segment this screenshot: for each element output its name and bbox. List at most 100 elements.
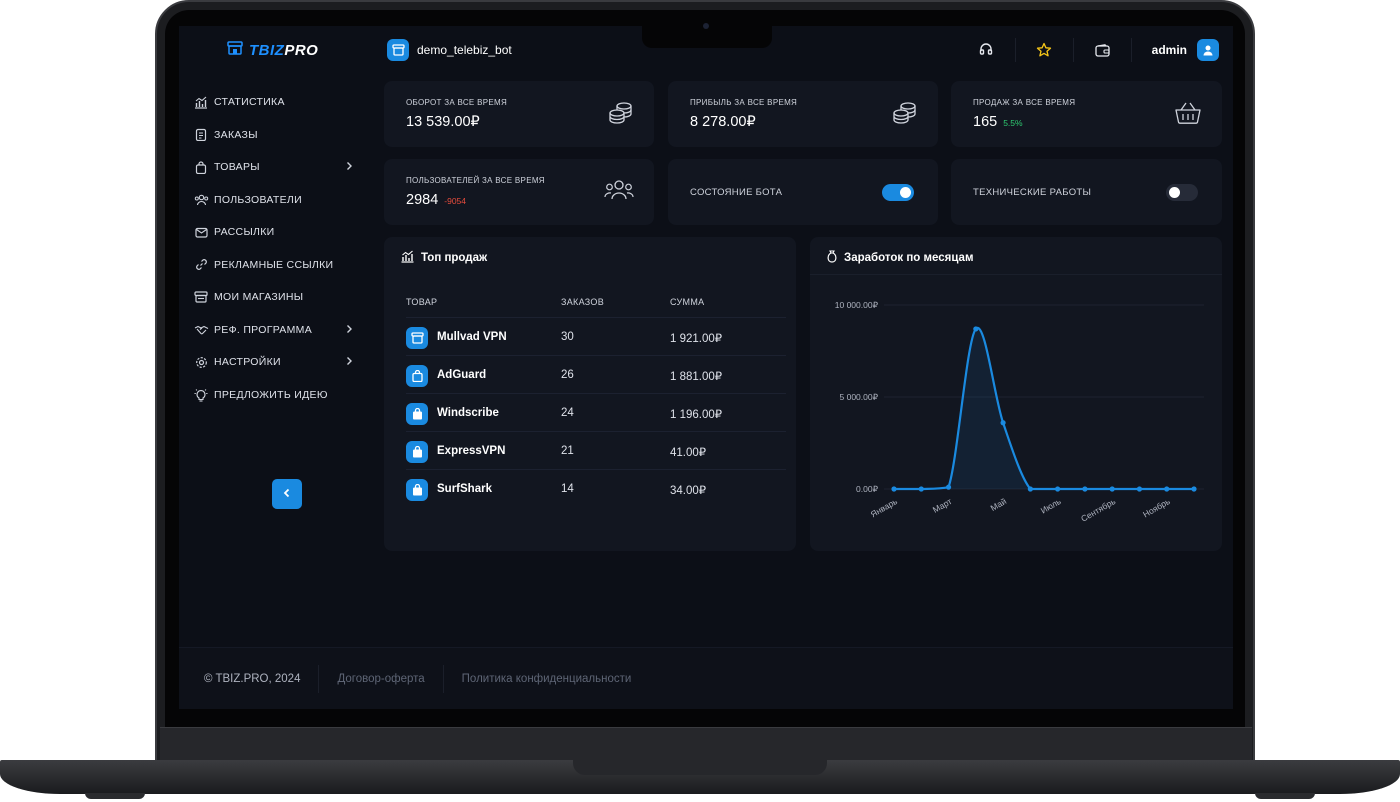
- stat-card-profit: ПРИБЫЛЬ ЗА ВСЕ ВРЕМЯ 8 278.00₽: [668, 81, 938, 147]
- stat-delta: -9054: [444, 196, 467, 206]
- header-actions: admin: [958, 38, 1219, 62]
- bot-name: demo_telebiz_bot: [417, 43, 512, 57]
- sidebar-item-ad-links[interactable]: РЕКЛАМНЫЕ ССЫЛКИ: [193, 249, 353, 282]
- sidebar-item-suggest-idea[interactable]: ПРЕДЛОЖИТЬ ИДЕЮ: [193, 379, 353, 412]
- series-area: [894, 327, 1194, 489]
- app-screen: TBIZPRO demo_telebiz_bot admin СТАТИСТИК…: [179, 26, 1233, 709]
- logo-text-primary: TBIZ: [249, 42, 285, 59]
- sidebar-item-my-stores[interactable]: МОИ МАГАЗИНЫ: [193, 281, 353, 314]
- data-point: [1082, 486, 1088, 492]
- store-icon: [193, 289, 209, 305]
- data-point: [1055, 486, 1061, 492]
- table-row[interactable]: Mullvad VPN 30 1 921.00₽: [406, 318, 786, 356]
- camera-icon: [703, 23, 709, 29]
- series-line: [894, 326, 1194, 491]
- bag-icon: [193, 159, 209, 175]
- collapse-sidebar-button[interactable]: [272, 479, 302, 509]
- sidebar-item-statistics[interactable]: СТАТИСТИКА: [193, 86, 353, 119]
- maintenance-toggle[interactable]: [1166, 184, 1198, 201]
- handshake-icon: [193, 322, 209, 338]
- data-point: [918, 486, 924, 492]
- users-icon: [193, 192, 209, 208]
- panel-title-text: Топ продаж: [421, 252, 488, 264]
- stat-value: 165: [973, 114, 998, 130]
- product-orders: 21: [561, 445, 574, 457]
- basket-icon: [1174, 101, 1202, 130]
- sidebar-item-referral[interactable]: РЕФ. ПРОГРАММА: [193, 314, 353, 347]
- laptop-foot: [1255, 793, 1315, 799]
- offer-link[interactable]: Договор-оферта: [319, 664, 444, 693]
- bag-icon: [406, 365, 428, 387]
- sidebar-item-products[interactable]: ТОВАРЫ: [193, 151, 353, 184]
- sidebar-item-label: НАСТРОЙКИ: [214, 356, 281, 369]
- product-orders: 30: [561, 331, 574, 343]
- money-bag-icon: [826, 250, 838, 266]
- star-icon[interactable]: [1016, 38, 1074, 62]
- stat-card-sales: ПРОДАЖ ЗА ВСЕ ВРЕМЯ 165 5.5%: [951, 81, 1222, 147]
- x-tick-label: Март: [931, 496, 954, 515]
- y-tick-label: 0.00₽: [856, 484, 879, 494]
- toggle-card-maintenance: ТЕХНИЧЕСКИЕ РАБОТЫ: [951, 159, 1222, 225]
- sidebar-item-label: РЕФ. ПРОГРАММА: [214, 323, 312, 336]
- stat-delta: 5.5%: [1003, 118, 1023, 128]
- table-row[interactable]: Windscribe 24 1 196.00₽: [406, 394, 786, 432]
- product-name: AdGuard: [437, 369, 487, 381]
- laptop-foot: [85, 793, 145, 799]
- copyright: © TBIZ.PRO, 2024: [179, 664, 320, 693]
- table-row[interactable]: SurfShark 14 34.00₽: [406, 470, 786, 508]
- data-point: [1109, 486, 1115, 492]
- user-menu[interactable]: admin: [1132, 39, 1219, 61]
- x-tick-label: Июль: [1039, 496, 1063, 516]
- product-sum: 41.00₽: [670, 447, 707, 459]
- panel-title: Топ продаж: [400, 250, 487, 266]
- table-row[interactable]: ExpressVPN 21 41.00₽: [406, 432, 786, 470]
- stat-card-turnover: ОБОРОТ ЗА ВСЕ ВРЕМЯ 13 539.00₽: [384, 81, 654, 147]
- earnings-chart-panel: Заработок по месяцам 0.00₽ 5 000.00₽ 10 00…: [810, 237, 1222, 551]
- mail-icon: [193, 224, 209, 240]
- product-sum: 34.00₽: [670, 485, 707, 497]
- sidebar-item-label: МОИ МАГАЗИНЫ: [214, 291, 304, 304]
- product-name: Windscribe: [437, 407, 499, 419]
- sidebar-item-mailings[interactable]: РАССЫЛКИ: [193, 216, 353, 249]
- wallet-icon[interactable]: [1074, 38, 1132, 62]
- stat-value: 2984: [406, 192, 439, 208]
- x-tick-label: Май: [989, 496, 1009, 513]
- sidebar-item-label: ПОЛЬЗОВАТЕЛИ: [214, 193, 302, 206]
- product-name: Mullvad VPN: [437, 331, 507, 343]
- store-logo-icon: [227, 41, 243, 60]
- stat-value: 13 539.00₽: [406, 114, 480, 130]
- privacy-link[interactable]: Политика конфиденциальности: [461, 672, 632, 685]
- product-orders: 24: [561, 407, 574, 419]
- bot-selector[interactable]: demo_telebiz_bot: [387, 39, 512, 61]
- sidebar-item-label: ПРЕДЛОЖИТЬ ИДЕЮ: [214, 388, 328, 401]
- toggle-card-bot-state: СОСТОЯНИЕ БОТА: [668, 159, 938, 225]
- bag-icon: [406, 403, 428, 425]
- sidebar-item-orders[interactable]: ЗАКАЗЫ: [193, 119, 353, 152]
- y-tick-label: 5 000.00₽: [840, 392, 879, 402]
- panel-title: Заработок по месяцам: [826, 250, 973, 266]
- sidebar-item-users[interactable]: ПОЛЬЗОВАТЕЛИ: [193, 184, 353, 217]
- product-orders: 14: [561, 483, 574, 495]
- footer: © TBIZ.PRO, 2024 Договор-оферта Политика…: [179, 647, 1233, 709]
- product-sum: 1 881.00₽: [670, 371, 723, 383]
- sidebar-item-settings[interactable]: НАСТРОЙКИ: [193, 346, 353, 379]
- sidebar-item-label: РАССЫЛКИ: [214, 226, 275, 239]
- table-row[interactable]: AdGuard 26 1 881.00₽: [406, 356, 786, 394]
- data-point: [973, 326, 979, 332]
- toggle-knob: [1169, 187, 1180, 198]
- earnings-chart: 0.00₽ 5 000.00₽ 10 000.00₽ Январь Март Май Июл…: [835, 300, 1204, 524]
- product-sum: 1 196.00₽: [670, 409, 723, 421]
- panel-title-text: Заработок по месяцам: [844, 252, 974, 264]
- sidebar-nav: СТАТИСТИКА ЗАКАЗЫ ТОВАРЫ ПОЛЬЗОВАТЕЛИ РА…: [193, 86, 353, 509]
- coins-icon: [892, 101, 918, 130]
- data-point: [891, 486, 897, 492]
- support-icon[interactable]: [958, 38, 1016, 62]
- sidebar-item-label: ТОВАРЫ: [214, 161, 260, 174]
- bot-state-toggle[interactable]: [882, 184, 914, 201]
- data-point: [1027, 486, 1033, 492]
- bot-store-icon: [387, 39, 409, 61]
- statistics-icon: [400, 250, 415, 266]
- logo[interactable]: TBIZPRO: [227, 41, 318, 60]
- x-tick-label: Сентябрь: [1079, 496, 1117, 524]
- divider: [810, 274, 1222, 275]
